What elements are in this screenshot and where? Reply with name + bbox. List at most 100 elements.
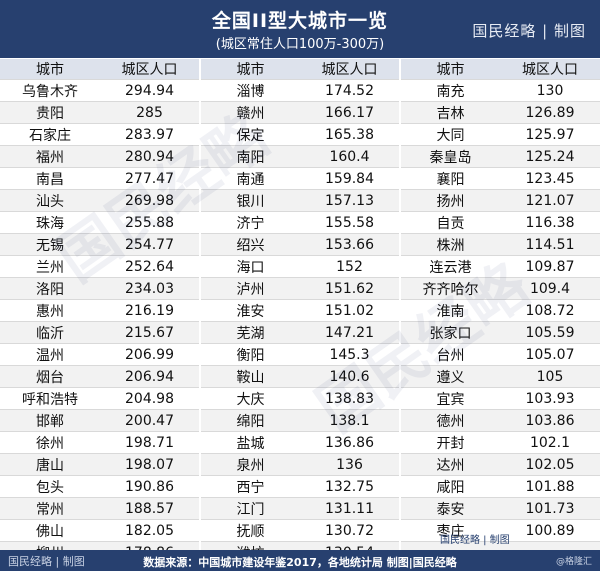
city-name-cell: 徐州 (0, 431, 100, 454)
population-cell: 116.38 (500, 211, 600, 234)
city-name-cell: 鞍山 (199, 365, 300, 388)
population-cell: 105.07 (500, 343, 600, 366)
footer-bar: 国民经略 | 制图 数据来源：中国城市建设年鉴2017，各地统计局 制图|国民经… (0, 550, 600, 571)
column-header-population: 城区人口 (100, 59, 200, 80)
city-name-cell: 江门 (199, 497, 300, 520)
population-cell: 206.99 (100, 343, 200, 366)
population-cell: 100.89 (500, 519, 600, 542)
table-row: 乌鲁木齐 294.94 淄博 174.52 南充 130 (0, 79, 600, 102)
population-cell: 121.07 (500, 189, 600, 212)
population-cell: 160.4 (300, 145, 400, 168)
page-subtitle: (城区常住人口100万-300万) (215, 37, 385, 52)
page-title: 全国II型大城市一览 (211, 10, 389, 32)
population-cell: 252.64 (100, 255, 200, 278)
population-cell: 138.1 (300, 409, 400, 432)
city-name-cell: 临沂 (0, 321, 100, 344)
table-row: 徐州 198.71 盐城 136.86 开封 102.1 (0, 431, 600, 454)
population-cell: 182.05 (100, 519, 200, 542)
table-row: 呼和浩特 204.98 大庆 138.83 宜宾 103.93 (0, 387, 600, 410)
table-row: 温州 206.99 衡阳 145.3 台州 105.07 (0, 343, 600, 366)
table-row: 石家庄 283.97 保定 165.38 大同 125.97 (0, 123, 600, 146)
city-name-cell: 淮安 (199, 299, 300, 322)
column-header-city: 城市 (199, 59, 300, 80)
table-row: 惠州 216.19 淮安 151.02 淮南 108.72 (0, 299, 600, 322)
city-name-cell: 银川 (199, 189, 300, 212)
population-cell: 138.83 (300, 387, 400, 410)
population-cell: 198.07 (100, 453, 200, 476)
city-name-cell: 抚顺 (199, 519, 300, 542)
city-name-cell: 绵阳 (199, 409, 300, 432)
city-name-cell: 开封 (399, 431, 500, 454)
city-name-cell: 咸阳 (399, 475, 500, 498)
population-cell: 157.13 (300, 189, 400, 212)
city-name-cell: 保定 (199, 123, 300, 146)
population-cell: 283.97 (100, 123, 200, 146)
population-cell: 101.88 (500, 475, 600, 498)
population-cell: 130.72 (300, 519, 400, 542)
table-row: 常州 188.57 江门 131.11 泰安 101.73 (0, 497, 600, 520)
city-name-cell: 赣州 (199, 101, 300, 124)
population-cell: 126.89 (500, 101, 600, 124)
population-cell: 159.84 (300, 167, 400, 190)
city-name-cell: 珠海 (0, 211, 100, 234)
population-cell: 188.57 (100, 497, 200, 520)
population-cell: 105.59 (500, 321, 600, 344)
population-cell: 198.71 (100, 431, 200, 454)
city-name-cell: 芜湖 (199, 321, 300, 344)
table-row: 临沂 215.67 芜湖 147.21 张家口 105.59 (0, 321, 600, 344)
city-name-cell: 衡阳 (199, 343, 300, 366)
city-name-cell: 西宁 (199, 475, 300, 498)
city-name-cell: 达州 (399, 453, 500, 476)
table-row: 无锡 254.77 绍兴 153.66 株洲 114.51 (0, 233, 600, 256)
table-row: 福州 280.94 南阳 160.4 秦皇岛 125.24 (0, 145, 600, 168)
city-name-cell: 德州 (399, 409, 500, 432)
population-cell: 151.02 (300, 299, 400, 322)
city-name-cell: 温州 (0, 343, 100, 366)
city-name-cell: 佛山 (0, 519, 100, 542)
population-cell: 102.1 (500, 431, 600, 454)
population-cell: 206.94 (100, 365, 200, 388)
city-name-cell: 汕头 (0, 189, 100, 212)
table-row: 烟台 206.94 鞍山 140.6 遵义 105 (0, 365, 600, 388)
population-cell: 269.98 (100, 189, 200, 212)
population-cell: 277.47 (100, 167, 200, 190)
city-name-cell: 呼和浩特 (0, 387, 100, 410)
population-cell: 136 (300, 453, 400, 476)
table-row: 佛山 182.05 抚顺 130.72 枣庄 100.89 (0, 519, 600, 542)
city-name-cell: 泉州 (199, 453, 300, 476)
population-cell: 140.6 (300, 365, 400, 388)
city-name-cell: 遵义 (399, 365, 500, 388)
city-name-cell: 济宁 (199, 211, 300, 234)
population-cell: 147.21 (300, 321, 400, 344)
city-name-cell: 大庆 (199, 387, 300, 410)
population-cell: 130 (500, 79, 600, 102)
population-cell: 190.86 (100, 475, 200, 498)
city-name-cell: 台州 (399, 343, 500, 366)
population-cell: 132.75 (300, 475, 400, 498)
city-name-cell: 烟台 (0, 365, 100, 388)
city-name-cell: 张家口 (399, 321, 500, 344)
population-cell: 165.38 (300, 123, 400, 146)
city-name-cell: 绍兴 (199, 233, 300, 256)
brand-tag: 国民经略 | 制图 (440, 535, 510, 546)
population-cell: 254.77 (100, 233, 200, 256)
city-name-cell: 石家庄 (0, 123, 100, 146)
city-name-cell: 淄博 (199, 79, 300, 102)
population-cell: 151.62 (300, 277, 400, 300)
city-name-cell: 邯郸 (0, 409, 100, 432)
table-row: 贵阳 285 赣州 166.17 吉林 126.89 (0, 101, 600, 124)
city-name-cell: 吉林 (399, 101, 500, 124)
column-header-city: 城市 (399, 59, 500, 80)
city-name-cell: 惠州 (0, 299, 100, 322)
population-cell: 103.93 (500, 387, 600, 410)
city-name-cell: 连云港 (399, 255, 500, 278)
population-cell: 200.47 (100, 409, 200, 432)
footer-credit: @格隆汇 (555, 557, 592, 567)
population-cell: 152 (300, 255, 400, 278)
population-cell: 294.94 (100, 79, 200, 102)
population-cell: 131.11 (300, 497, 400, 520)
city-name-cell: 洛阳 (0, 277, 100, 300)
table-row: 洛阳 234.03 泸州 151.62 齐齐哈尔 109.4 (0, 277, 600, 300)
table-body: 乌鲁木齐 294.94 淄博 174.52 南充 130 贵阳 285 赣州 166.17 吉林 12… (0, 79, 600, 564)
